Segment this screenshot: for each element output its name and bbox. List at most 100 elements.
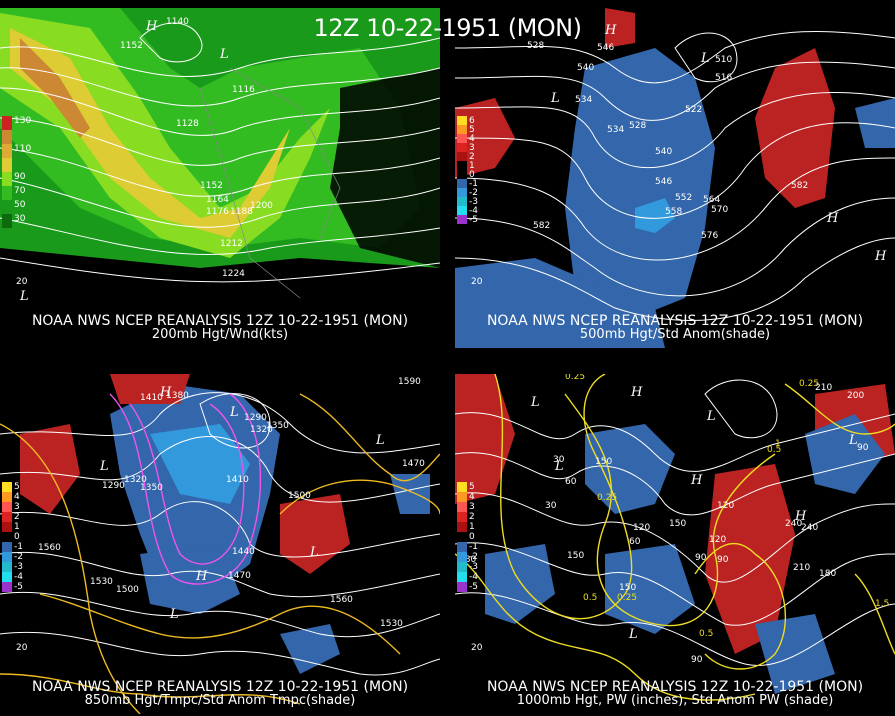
legend-label: -2 bbox=[14, 552, 23, 562]
legend-label: -3 bbox=[469, 197, 478, 207]
svg-text:552: 552 bbox=[675, 193, 692, 203]
svg-text:1320: 1320 bbox=[124, 475, 147, 485]
svg-text:180: 180 bbox=[819, 569, 836, 579]
legend-label: 70 bbox=[14, 186, 26, 196]
svg-text:L: L bbox=[309, 545, 319, 560]
panel-subtitle: 500mb Hgt/Std Anom(shade) bbox=[579, 327, 771, 342]
svg-text:200: 200 bbox=[847, 391, 864, 401]
svg-text:H: H bbox=[630, 385, 643, 400]
panel-200mb: 1152 1140 1116 1128 1152 1164 1176 1188 1200… bbox=[0, 8, 440, 348]
svg-text:L: L bbox=[628, 627, 638, 642]
legend-label: -1 bbox=[469, 542, 478, 552]
legend-label: -2 bbox=[469, 188, 478, 198]
panel-subtitle: 1000mb Hgt, PW (inches), Std Anom PW (sh… bbox=[516, 693, 834, 708]
panel-caption: NOAA NWS NCEP REANALYSIS 12Z 10-22-1951 … bbox=[486, 313, 864, 329]
svg-text:540: 540 bbox=[577, 63, 594, 73]
svg-text:1152: 1152 bbox=[200, 181, 223, 191]
legend-label: 0 bbox=[469, 532, 475, 542]
svg-text:1590: 1590 bbox=[398, 377, 421, 387]
svg-text:20: 20 bbox=[16, 277, 28, 287]
svg-text:540: 540 bbox=[655, 147, 672, 157]
svg-text:L: L bbox=[169, 607, 179, 622]
svg-text:1440: 1440 bbox=[232, 547, 255, 557]
svg-text:1380: 1380 bbox=[166, 391, 189, 401]
svg-text:120: 120 bbox=[633, 523, 650, 533]
svg-text:120: 120 bbox=[709, 535, 726, 545]
map-title: 12Z 10-22-1951 (MON) bbox=[313, 14, 583, 42]
svg-text:1350: 1350 bbox=[266, 421, 289, 431]
svg-text:L: L bbox=[99, 459, 109, 474]
legend-label: -1 bbox=[14, 542, 23, 552]
panel-subtitle: 850mb Hgt/Tmpc/Std Anom Tmpc(shade) bbox=[84, 693, 356, 708]
svg-text:L: L bbox=[229, 405, 239, 420]
legend-label: -5 bbox=[469, 215, 478, 225]
legend-label: 130 bbox=[14, 116, 32, 126]
svg-text:1290: 1290 bbox=[102, 481, 125, 491]
svg-text:1128: 1128 bbox=[176, 119, 199, 129]
panel-caption: NOAA NWS NCEP REANALYSIS 12Z 10-22-1951 … bbox=[31, 679, 409, 695]
legend-label: 2 bbox=[14, 512, 20, 522]
legend-label: -4 bbox=[469, 572, 478, 582]
svg-text:L: L bbox=[848, 433, 858, 448]
legend-850mb: 5 4 3 2 1 0 -1 -2 -3 -4 -5 bbox=[2, 482, 23, 592]
svg-text:1: 1 bbox=[775, 439, 781, 449]
svg-text:1560: 1560 bbox=[330, 595, 353, 605]
svg-text:1470: 1470 bbox=[228, 571, 251, 581]
svg-text:90: 90 bbox=[691, 655, 703, 665]
svg-text:L: L bbox=[706, 409, 716, 424]
legend-label: -4 bbox=[469, 206, 478, 216]
svg-text:20: 20 bbox=[471, 277, 483, 287]
legend-label: -5 bbox=[14, 582, 23, 592]
svg-text:1470: 1470 bbox=[402, 459, 425, 469]
svg-text:L: L bbox=[550, 91, 560, 106]
svg-text:1530: 1530 bbox=[380, 619, 403, 629]
svg-text:240: 240 bbox=[785, 519, 802, 529]
svg-text:30: 30 bbox=[545, 501, 557, 511]
svg-text:1500: 1500 bbox=[288, 491, 311, 501]
panel-caption: NOAA NWS NCEP REANALYSIS 12Z 10-22-1951 … bbox=[31, 313, 409, 329]
legend-label: 5 bbox=[469, 125, 475, 135]
legend-label: 2 bbox=[469, 512, 475, 522]
svg-text:L: L bbox=[700, 51, 710, 66]
svg-text:1212: 1212 bbox=[220, 239, 243, 249]
legend-200mb: 130 110 90 70 50 30 bbox=[2, 116, 31, 228]
legend-label: -3 bbox=[469, 562, 478, 572]
legend-label: 1 bbox=[469, 161, 475, 171]
svg-text:H: H bbox=[604, 23, 617, 38]
svg-text:0.25: 0.25 bbox=[799, 379, 819, 389]
svg-text:60: 60 bbox=[629, 537, 641, 547]
svg-text:H: H bbox=[145, 19, 158, 34]
svg-text:20: 20 bbox=[471, 643, 483, 653]
svg-text:558: 558 bbox=[665, 207, 682, 217]
panel-500mb: 528 546 540 534 534 528 540 546 552 558 564 57… bbox=[455, 8, 895, 348]
panel-1000mb: 0.25 0.25 0.5 0.25 0.5 0.25 0.5 1.5 1 15… bbox=[455, 374, 895, 714]
svg-text:L: L bbox=[530, 395, 540, 410]
svg-text:1176: 1176 bbox=[206, 207, 229, 217]
svg-text:528: 528 bbox=[527, 41, 544, 51]
svg-text:L: L bbox=[219, 47, 229, 62]
svg-text:570: 570 bbox=[711, 205, 728, 215]
svg-text:576: 576 bbox=[701, 231, 718, 241]
svg-text:H: H bbox=[874, 249, 887, 264]
svg-text:150: 150 bbox=[595, 457, 612, 467]
svg-text:0.25: 0.25 bbox=[565, 374, 585, 382]
svg-text:90: 90 bbox=[695, 553, 707, 563]
svg-text:60: 60 bbox=[565, 477, 577, 487]
svg-text:582: 582 bbox=[533, 221, 550, 231]
svg-text:H: H bbox=[826, 211, 839, 226]
legend-label: -1 bbox=[469, 179, 478, 189]
legend-label: -3 bbox=[14, 562, 23, 572]
legend-label: 3 bbox=[14, 502, 20, 512]
legend-label: 6 bbox=[469, 116, 475, 126]
svg-text:510: 510 bbox=[715, 55, 732, 65]
svg-text:L: L bbox=[554, 459, 564, 474]
legend-1000mb: 5 4 3 2 1 0 -1 -2 -3 -4 -5 bbox=[457, 482, 478, 592]
svg-text:1320: 1320 bbox=[250, 425, 273, 435]
legend-label: 4 bbox=[469, 134, 475, 144]
svg-text:546: 546 bbox=[655, 177, 672, 187]
svg-text:546: 546 bbox=[597, 43, 614, 53]
svg-text:H: H bbox=[690, 473, 703, 488]
legend-500mb: 6 5 4 3 2 1 0 -1 -2 -3 -4 -5 bbox=[457, 116, 478, 225]
svg-text:H: H bbox=[159, 385, 172, 400]
